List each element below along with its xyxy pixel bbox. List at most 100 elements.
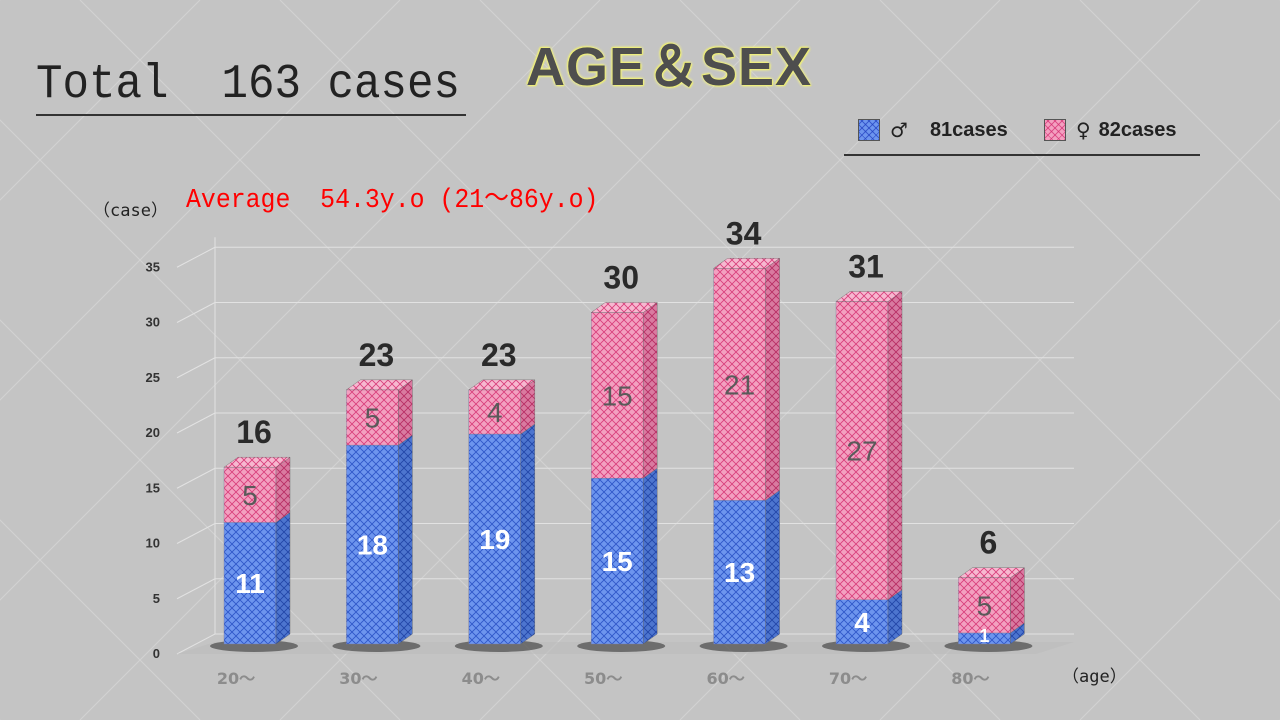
total-value-label: 16 [236,414,272,450]
bar-female-top [345,379,414,391]
grid-depth-line [176,633,216,655]
bar-female-side [275,456,291,523]
x-tick-label: 40～ [462,669,500,688]
total-value-label: 6 [980,525,998,561]
male-value-label: 19 [479,524,510,555]
x-axis-label: （age） [1062,667,1127,687]
bar-female [468,379,536,435]
grid-depth-line [176,578,216,600]
bar-female-front [835,301,889,601]
bar-female [712,257,781,501]
female-value-label: 21 [724,369,755,400]
total-value-label: 23 [481,337,517,373]
legend-male-label: 81cases [929,118,1008,141]
legend-female-label: 82cases [1098,118,1177,141]
y-tick-label: 25 [146,370,160,385]
legend-item-male: ♂ 81cases [858,118,1008,142]
total-cases-title: Total 163 cases [36,58,461,112]
grid-depth-line [176,467,216,489]
y-tick-label: 5 [153,591,160,606]
x-tick-label: 60～ [706,669,744,688]
bar-female-top [835,291,903,302]
y-tick-label: 20 [146,425,160,440]
female-value-label: 5 [365,402,381,433]
chart-title: AGE＆SEX [526,37,813,97]
bar-female-side [643,302,658,479]
male-symbol-icon: ♂ [890,118,908,142]
bar-female [590,302,658,479]
female-value-label: 27 [846,436,877,467]
y-tick-label: 15 [146,480,160,495]
total-value-label: 31 [848,248,884,284]
y-axis-label: （case） [93,201,168,221]
bar-male-side [520,423,535,645]
bar-female-front [346,389,399,446]
x-tick-label: 30～ [339,669,377,688]
x-tick-label: 50～ [584,669,622,688]
female-swatch [1044,119,1066,141]
male-value-label: 11 [235,568,265,599]
bar-female-side [765,257,780,501]
bar-male [223,512,291,645]
bar-male-side [643,467,658,645]
legend-underline [844,154,1200,156]
average-age-text: Average 54.3y.o (21～86y.o) [186,186,599,216]
grid-depth-line [176,246,216,268]
male-value-label: 4 [854,607,870,638]
bar-female-front [468,389,521,435]
total-value-label: 34 [726,215,762,251]
bar-female [835,291,903,601]
bar-male-side [275,512,291,645]
total-underline [36,114,466,116]
x-tick-label: 70～ [829,669,867,688]
y-tick-label: 30 [146,315,160,330]
bar-female [345,379,414,446]
legend-item-female: ♀ 82cases [1044,118,1177,142]
bar-female-top [468,379,536,391]
male-value-label: 15 [602,546,633,577]
total-value-label: 30 [603,260,639,296]
female-value-label: 5 [977,590,993,621]
bar-male [346,434,413,645]
bar-female-top [957,567,1026,578]
total-value-label: 23 [359,337,395,373]
bar-female-side [398,379,413,446]
grid-depth-line [176,412,216,434]
female-value-label: 5 [242,480,258,511]
bar-male-front [591,478,644,645]
bar-female-front [958,577,1011,634]
bar-male-front [468,433,521,645]
x-tick-label: 20～ [217,669,255,688]
male-value-label: 18 [357,530,388,561]
bar-male [958,622,1025,645]
male-value-label: 13 [724,557,755,588]
bar-female-side [887,291,903,601]
grid-depth-line [176,357,216,379]
bar-female-top [223,457,291,468]
bar-female-top [590,302,658,313]
bar-male-front [346,444,399,645]
female-value-label: 15 [602,380,633,411]
bar-female-top [712,258,781,269]
bar-female-side [1010,567,1025,634]
bar-male [591,467,658,645]
x-tick-label: 80～ [951,669,989,688]
male-swatch [858,119,880,141]
female-value-label: 4 [487,397,503,428]
bar-male-front [223,522,277,645]
female-symbol-icon: ♀ [1076,118,1091,142]
bar-female [957,567,1026,634]
y-tick-label: 10 [146,536,160,551]
bar-male-side [398,434,413,645]
grid-depth-line [176,302,216,323]
bar-male [835,589,903,645]
bar-female [223,456,291,523]
grid-depth-line [176,523,216,544]
bar-male-front [835,599,889,645]
male-value-label: 1 [979,626,989,646]
bar-male [468,423,535,645]
bar-male-side [765,489,780,645]
y-tick-label: 0 [153,646,160,661]
y-tick-label: 35 [146,259,160,274]
